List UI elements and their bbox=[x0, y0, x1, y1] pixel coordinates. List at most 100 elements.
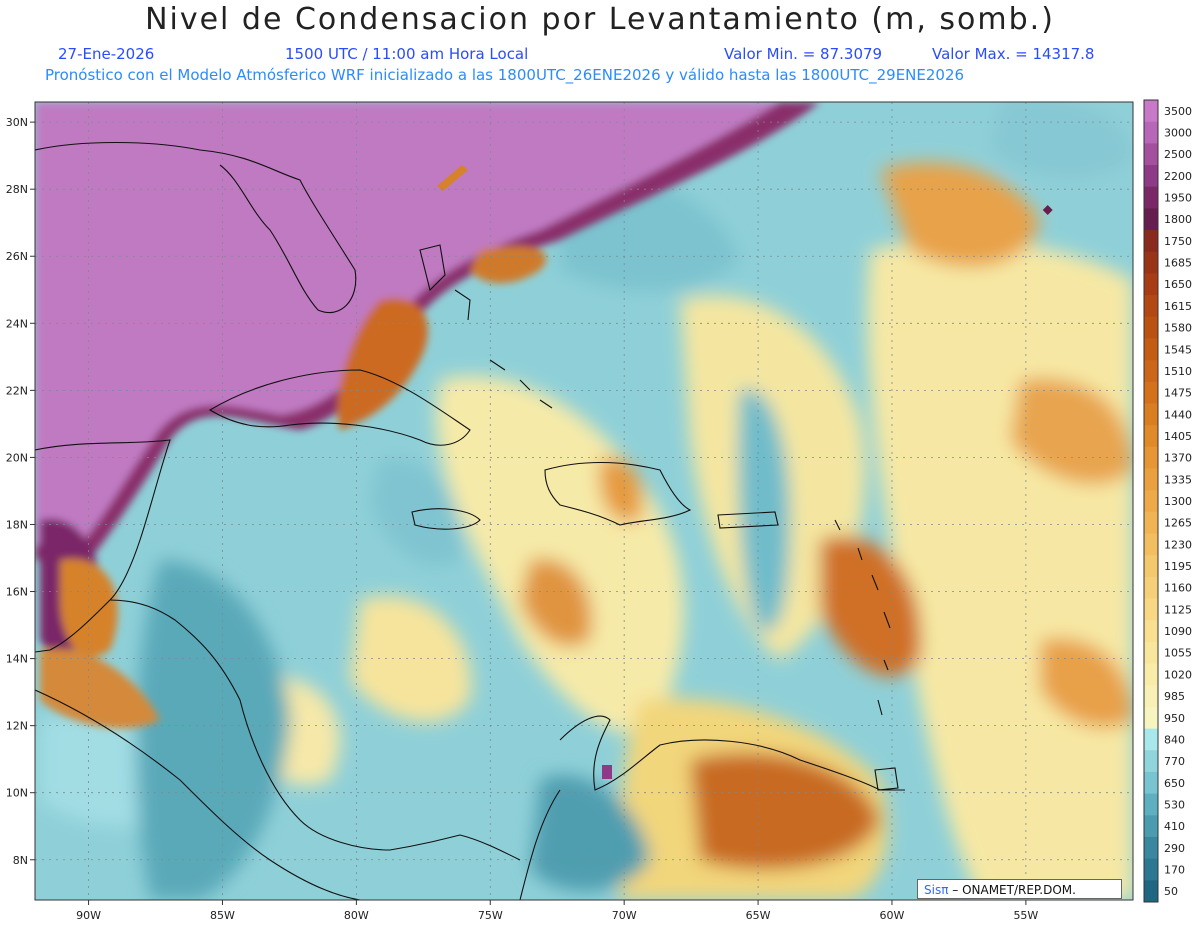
colorbar-label: 1265 bbox=[1164, 517, 1192, 530]
lat-label: 20N bbox=[6, 451, 28, 464]
latitude-labels: 30N 28N 26N 24N 22N 20N 18N 16N 14N 12N 10N 8N bbox=[6, 116, 35, 867]
lat-label: 14N bbox=[6, 653, 28, 666]
max-value: Valor Max. = 14317.8 bbox=[932, 45, 1095, 63]
colorbar-swatch bbox=[1144, 230, 1158, 253]
min-value: Valor Min. = 87.3079 bbox=[724, 45, 883, 63]
colorbar-label: 170 bbox=[1164, 863, 1185, 876]
colorbar: 3500 3000 2500 2200 1950 1800 1750 1685 1650 1615… bbox=[1143, 99, 1192, 903]
colorbar-label: 2500 bbox=[1164, 148, 1192, 161]
colorbar-swatch bbox=[1144, 793, 1158, 816]
colorbar-swatch bbox=[1144, 533, 1158, 556]
colorbar-label: 770 bbox=[1164, 755, 1185, 768]
colorbar-swatch bbox=[1144, 598, 1158, 621]
lat-label: 16N bbox=[6, 586, 28, 599]
lon-label: 85W bbox=[210, 909, 235, 922]
credit-pi: π bbox=[941, 883, 949, 897]
colorbar-swatch bbox=[1144, 186, 1158, 209]
colorbar-swatch bbox=[1144, 121, 1158, 144]
colorbar-swatch bbox=[1144, 251, 1158, 274]
colorbar-swatch bbox=[1144, 836, 1158, 860]
colorbar-swatch bbox=[1144, 100, 1158, 123]
colorbar-label: 1300 bbox=[1164, 495, 1192, 508]
lat-label: 12N bbox=[6, 720, 28, 733]
colorbar-swatch bbox=[1144, 208, 1158, 231]
colorbar-swatch bbox=[1144, 641, 1158, 665]
lat-label: 18N bbox=[6, 518, 28, 531]
colorbar-label: 1090 bbox=[1164, 625, 1192, 638]
colorbar-swatch bbox=[1144, 728, 1158, 751]
colorbar-label: 1125 bbox=[1164, 603, 1192, 616]
colorbar-label: 1510 bbox=[1164, 365, 1192, 378]
lat-label: 22N bbox=[6, 384, 28, 397]
colorbar-swatch bbox=[1144, 511, 1158, 535]
colorbar-swatch bbox=[1144, 316, 1158, 339]
credit-box: Sisπ – ONAMET/REP.DOM. bbox=[917, 879, 1122, 899]
lat-label: 30N bbox=[6, 116, 28, 129]
colorbar-swatch bbox=[1144, 165, 1158, 188]
colorbar-label: 410 bbox=[1164, 820, 1185, 833]
colorbar-label: 50 bbox=[1164, 885, 1178, 898]
plot-frame bbox=[34, 101, 1134, 901]
colorbar-swatch bbox=[1144, 468, 1158, 491]
graticule bbox=[35, 102, 1133, 900]
field-shading bbox=[35, 102, 1133, 900]
colorbar-label: 1020 bbox=[1164, 668, 1192, 681]
colorbar-label: 1440 bbox=[1164, 408, 1192, 421]
colorbar-swatch bbox=[1144, 490, 1158, 513]
lon-label: 70W bbox=[612, 909, 637, 922]
colorbar-label: 650 bbox=[1164, 777, 1185, 790]
colorbar-label: 1685 bbox=[1164, 257, 1192, 270]
colorbar-label: 1160 bbox=[1164, 582, 1192, 595]
lat-label: 10N bbox=[6, 787, 28, 800]
colorbar-label: 1370 bbox=[1164, 452, 1192, 465]
colorbar-label: 530 bbox=[1164, 798, 1185, 811]
colorbar-swatch bbox=[1144, 555, 1158, 578]
colorbar-frame bbox=[1143, 99, 1159, 903]
colorbar-swatch bbox=[1144, 771, 1158, 795]
lon-label: 55W bbox=[1013, 909, 1038, 922]
colorbar-swatch bbox=[1144, 576, 1158, 600]
colorbar-swatch bbox=[1144, 381, 1158, 404]
colorbar-label: 1650 bbox=[1164, 278, 1192, 291]
colorbar-label: 3000 bbox=[1164, 127, 1192, 140]
colorbar-label: 1055 bbox=[1164, 647, 1192, 660]
colorbar-label: 1800 bbox=[1164, 213, 1192, 226]
colorbar-swatch bbox=[1144, 403, 1158, 426]
credit-org: – ONAMET/REP.DOM. bbox=[948, 883, 1076, 897]
colorbar-label: 1475 bbox=[1164, 387, 1192, 400]
lat-label: 8N bbox=[13, 854, 28, 867]
colorbar-label: 1405 bbox=[1164, 430, 1192, 443]
colorbar-swatch bbox=[1144, 880, 1158, 903]
colorbar-label: 290 bbox=[1164, 842, 1185, 855]
map-title: Nivel de Condensacion por Levantamiento … bbox=[145, 2, 1055, 37]
colorbar-label: 1615 bbox=[1164, 300, 1192, 313]
forecast-time: 1500 UTC / 11:00 am Hora Local bbox=[285, 45, 529, 63]
model-info: Pronóstico con el Modelo Atmósferico WRF… bbox=[45, 66, 965, 84]
lon-label: 60W bbox=[880, 909, 905, 922]
colorbar-label: 1195 bbox=[1164, 560, 1192, 573]
colorbar-label: 1580 bbox=[1164, 322, 1192, 335]
lat-label: 28N bbox=[6, 183, 28, 196]
colorbar-swatch bbox=[1144, 663, 1158, 686]
lon-label: 80W bbox=[344, 909, 369, 922]
credit-sis: Sis bbox=[924, 883, 942, 897]
colorbar-label: 950 bbox=[1164, 712, 1185, 725]
coastlines bbox=[35, 141, 905, 900]
colorbar-label: 1750 bbox=[1164, 235, 1192, 248]
colorbar-swatch bbox=[1144, 858, 1158, 881]
colorbar-swatch bbox=[1144, 706, 1158, 730]
colorbar-swatch bbox=[1144, 338, 1158, 361]
colorbar-swatch bbox=[1144, 446, 1158, 469]
longitude-labels: 90W 85W 80W 75W 70W 65W 60W 55W bbox=[76, 900, 1038, 922]
colorbar-swatch bbox=[1144, 360, 1158, 383]
lat-label: 26N bbox=[6, 250, 28, 263]
lat-label: 24N bbox=[6, 317, 28, 330]
colorbar-swatch bbox=[1144, 685, 1158, 708]
colorbar-label: 1335 bbox=[1164, 473, 1192, 486]
lon-label: 65W bbox=[746, 909, 771, 922]
colorbar-swatch bbox=[1144, 295, 1158, 318]
colorbar-swatch bbox=[1144, 425, 1158, 448]
colorbar-label: 1230 bbox=[1164, 538, 1192, 551]
lon-label: 75W bbox=[478, 909, 503, 922]
forecast-date: 27-Ene-2026 bbox=[58, 45, 155, 63]
